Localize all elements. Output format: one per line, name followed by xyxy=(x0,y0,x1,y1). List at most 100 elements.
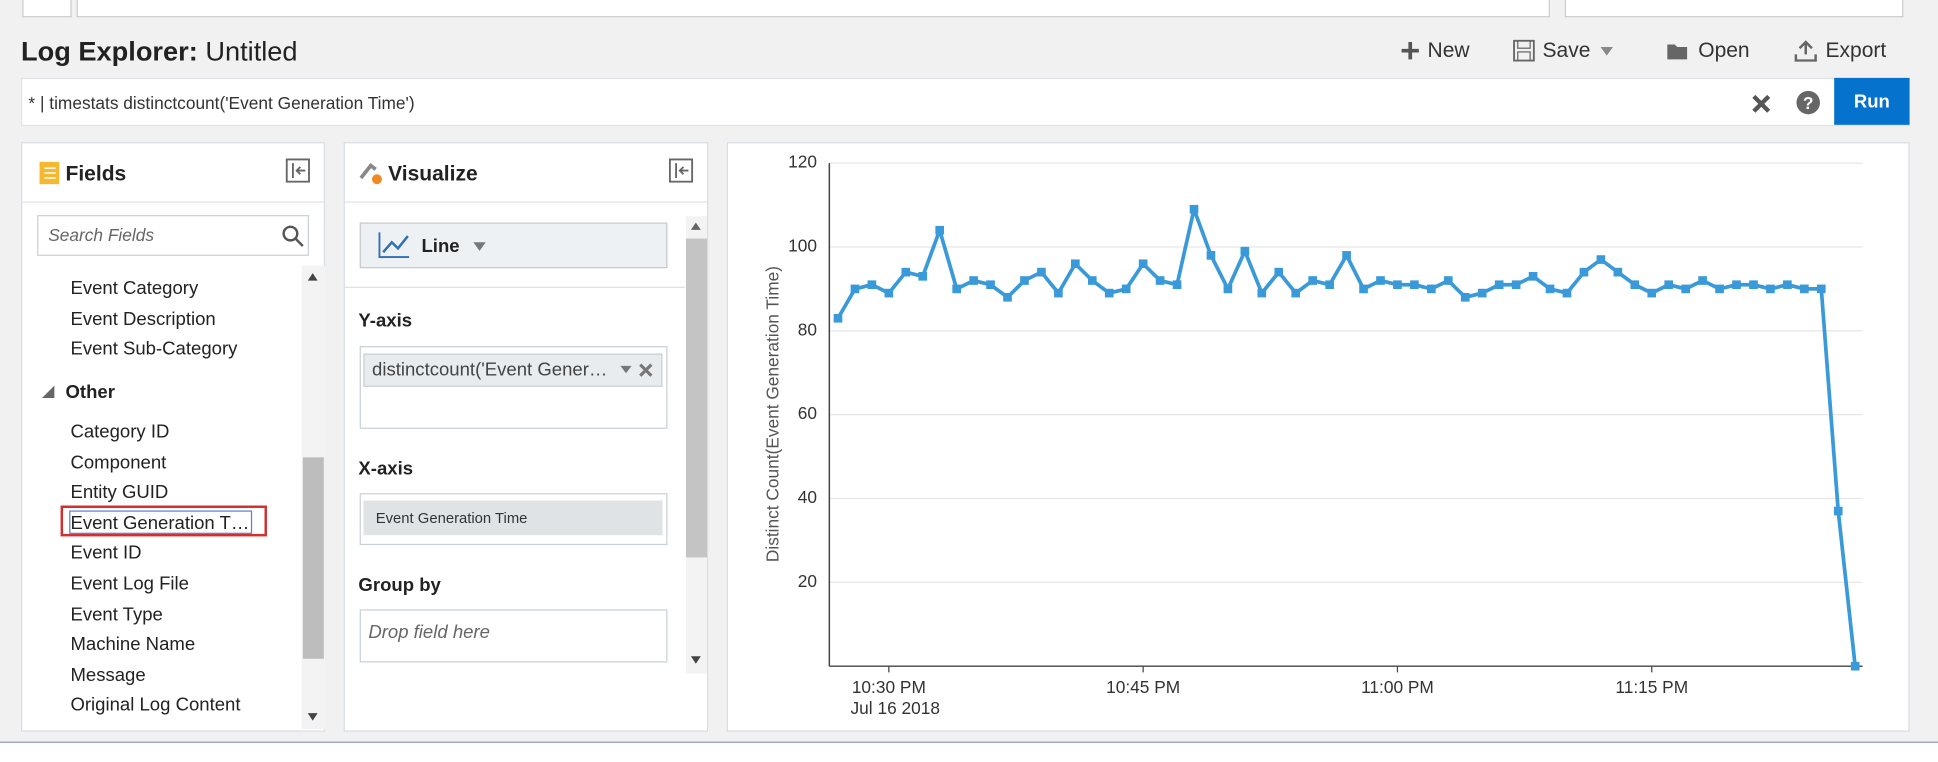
y-axis-title: Distinct Count(Event Generation Time) xyxy=(762,266,782,562)
data-point xyxy=(1291,288,1301,298)
group-by-drop[interactable] xyxy=(359,609,668,663)
data-point xyxy=(1613,267,1623,277)
y-tick-label: 80 xyxy=(798,319,817,339)
data-point xyxy=(1494,280,1504,290)
expand-icon[interactable] xyxy=(41,384,56,399)
field-item[interactable]: Original Log Content xyxy=(70,695,241,717)
field-item[interactable]: Message xyxy=(70,664,146,686)
field-item[interactable]: Machine Name xyxy=(70,634,196,656)
data-point xyxy=(1257,288,1267,298)
data-point xyxy=(1020,276,1029,285)
data-point xyxy=(1833,506,1843,516)
field-item[interactable]: Event ID xyxy=(70,543,142,565)
top-input[interactable] xyxy=(1564,0,1904,18)
data-point xyxy=(1579,267,1589,277)
new-button[interactable]: New xyxy=(1400,38,1470,63)
field-item[interactable]: Entity GUID xyxy=(70,482,169,504)
open-button[interactable]: Open xyxy=(1666,38,1750,63)
toolbar-button[interactable] xyxy=(22,0,72,18)
export-button[interactable]: Export xyxy=(1793,38,1886,63)
field-item[interactable]: Event Sub-Category xyxy=(70,339,238,361)
field-group[interactable]: Other xyxy=(65,381,115,403)
data-point xyxy=(918,272,928,281)
chip-actions[interactable] xyxy=(619,363,656,378)
field-item[interactable]: Component xyxy=(70,451,167,473)
data-point xyxy=(1359,284,1368,294)
field-item[interactable]: Event Generation T… xyxy=(70,512,250,534)
data-point xyxy=(1681,284,1690,294)
top-input[interactable] xyxy=(76,0,1550,18)
x-tick-label: 11:00 PM xyxy=(1361,677,1434,697)
data-point xyxy=(1138,259,1148,269)
data-point xyxy=(1410,280,1419,290)
divider xyxy=(344,286,685,288)
x-tick-label: 11:15 PM xyxy=(1615,677,1688,697)
query-bar[interactable] xyxy=(21,77,1910,127)
data-point xyxy=(1800,284,1809,294)
data-point xyxy=(1766,284,1775,294)
data-point xyxy=(1155,276,1165,285)
data-point xyxy=(1528,272,1538,281)
data-point xyxy=(1630,280,1640,290)
scroll-down[interactable] xyxy=(688,654,703,666)
help-icon[interactable]: ? xyxy=(1796,90,1821,115)
label: Save xyxy=(1542,38,1591,62)
scroll-up[interactable] xyxy=(688,220,703,232)
query-text[interactable]: * | timestats distinctcount('Event Gener… xyxy=(28,92,415,113)
data-point xyxy=(1443,276,1453,285)
scroll-down[interactable] xyxy=(305,711,320,723)
y-tick-label: 60 xyxy=(798,403,817,423)
data-point xyxy=(1274,267,1284,277)
x-axis-field[interactable]: Event Generation Time xyxy=(375,509,528,527)
data-point xyxy=(1206,251,1216,260)
data-point xyxy=(1003,292,1012,302)
label: Export xyxy=(1825,38,1887,62)
field-item[interactable]: Event Description xyxy=(70,308,216,330)
clear-icon[interactable] xyxy=(1750,93,1772,115)
folder-icon xyxy=(1667,44,1688,60)
divider xyxy=(22,201,324,203)
group-by-placeholder[interactable]: Drop field here xyxy=(368,621,490,643)
save-button[interactable]: Save xyxy=(1513,38,1615,63)
run-button[interactable]: Run xyxy=(1834,77,1910,125)
field-item[interactable]: Event Category xyxy=(70,278,199,300)
dropdown-arrow xyxy=(1600,46,1613,56)
search-placeholder[interactable]: Search Fields xyxy=(48,224,154,245)
y-tick-label: 40 xyxy=(798,487,817,507)
data-point xyxy=(1545,284,1555,294)
data-point xyxy=(1749,280,1758,290)
data-point xyxy=(986,280,995,290)
x-date-label: Jul 16 2018 xyxy=(851,698,940,718)
y-axis-field[interactable]: distinctcount('Event Gener… xyxy=(372,359,608,381)
data-point xyxy=(1647,288,1657,298)
x-axis-chip[interactable] xyxy=(363,500,663,536)
search-icon[interactable] xyxy=(282,225,304,247)
save-icon xyxy=(1513,39,1535,62)
collapse-icon[interactable] xyxy=(668,158,694,183)
chart-type-select[interactable] xyxy=(359,222,668,269)
scrollbar-thumb[interactable] xyxy=(302,457,324,659)
data-point xyxy=(1698,276,1707,285)
y-axis-chip[interactable] xyxy=(363,353,663,387)
data-point xyxy=(952,284,961,294)
field-item[interactable]: Event Log File xyxy=(70,573,189,595)
collapse-icon[interactable] xyxy=(285,158,311,183)
export-icon xyxy=(1794,40,1817,62)
scroll-up[interactable] xyxy=(305,271,320,283)
field-item[interactable]: Category ID xyxy=(70,421,170,443)
chart-type[interactable]: Line xyxy=(421,236,460,258)
visualize-icon xyxy=(359,163,382,185)
field-item[interactable]: Event Type xyxy=(70,603,163,625)
header-title: Log Explorer: Untitled xyxy=(21,36,298,68)
scrollbar-thumb[interactable] xyxy=(685,238,707,558)
data-point xyxy=(850,284,860,294)
data-point xyxy=(1223,284,1233,294)
data-point xyxy=(1732,280,1741,290)
dropdown-arrow[interactable] xyxy=(471,240,488,252)
x-axis-label: X-axis xyxy=(358,458,414,480)
x-tick-label: 10:45 PM xyxy=(1106,677,1180,697)
chart-panel xyxy=(726,142,1910,732)
search-box[interactable] xyxy=(37,215,309,256)
